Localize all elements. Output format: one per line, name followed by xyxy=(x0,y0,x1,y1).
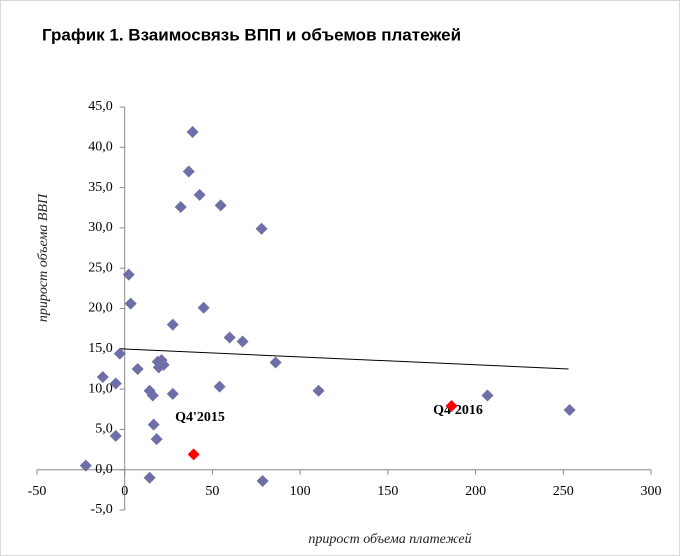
point xyxy=(143,471,156,484)
y-tick-label: 10,0 xyxy=(88,381,113,396)
point xyxy=(174,200,187,213)
x-tick-label: -50 xyxy=(28,484,47,499)
point xyxy=(147,418,160,431)
y-tick-label: 15,0 xyxy=(88,341,113,356)
y-tick-label: 20,0 xyxy=(88,301,113,316)
point xyxy=(96,371,109,384)
point xyxy=(109,429,122,442)
y-tick-label: 35,0 xyxy=(88,180,113,195)
point xyxy=(166,318,179,331)
y-tick-label: 25,0 xyxy=(88,260,113,275)
x-tick-label: 150 xyxy=(377,484,398,499)
x-tick-label: 100 xyxy=(290,484,311,499)
point xyxy=(236,335,249,348)
point xyxy=(122,268,135,281)
x-tick-label: 300 xyxy=(641,484,662,499)
y-tick-label: 45,0 xyxy=(88,99,113,114)
x-tick-label: 200 xyxy=(465,484,486,499)
trendline xyxy=(119,348,569,370)
point xyxy=(124,297,137,310)
point xyxy=(197,301,210,314)
point xyxy=(255,222,268,235)
point xyxy=(166,387,179,400)
x-tick-label: 0 xyxy=(121,484,128,499)
point xyxy=(223,331,236,344)
point xyxy=(213,380,226,393)
y-tick-label: 40,0 xyxy=(88,140,113,155)
point xyxy=(256,474,269,487)
annotation: Q4'2016 xyxy=(433,403,483,418)
point xyxy=(193,188,206,201)
point xyxy=(481,389,494,402)
point xyxy=(113,347,126,360)
y-axis-title: прирост объема ВВП xyxy=(36,193,51,322)
x-tick-label: 250 xyxy=(553,484,574,499)
point xyxy=(187,448,200,461)
x-tick-label: 50 xyxy=(205,484,219,499)
point xyxy=(131,362,144,375)
point xyxy=(150,433,163,446)
point xyxy=(563,404,576,417)
y-tick-label: 30,0 xyxy=(88,220,113,235)
x-axis-title: прирост объема платежей xyxy=(308,532,471,547)
chart-title: График 1. Взаимосвязь ВПП и объемов плат… xyxy=(42,25,461,44)
point xyxy=(186,125,199,138)
point xyxy=(157,358,170,371)
point xyxy=(214,199,227,212)
point xyxy=(445,400,458,413)
y-tick-label: 5,0 xyxy=(95,422,113,437)
point xyxy=(312,384,325,397)
point xyxy=(182,165,195,178)
y-tick-label: 0,0 xyxy=(95,462,113,477)
point xyxy=(269,356,282,369)
point xyxy=(146,389,159,402)
y-tick-label: -5,0 xyxy=(91,502,113,517)
annotation: Q4'2015 xyxy=(175,410,225,425)
point xyxy=(79,459,92,472)
point xyxy=(109,377,122,390)
